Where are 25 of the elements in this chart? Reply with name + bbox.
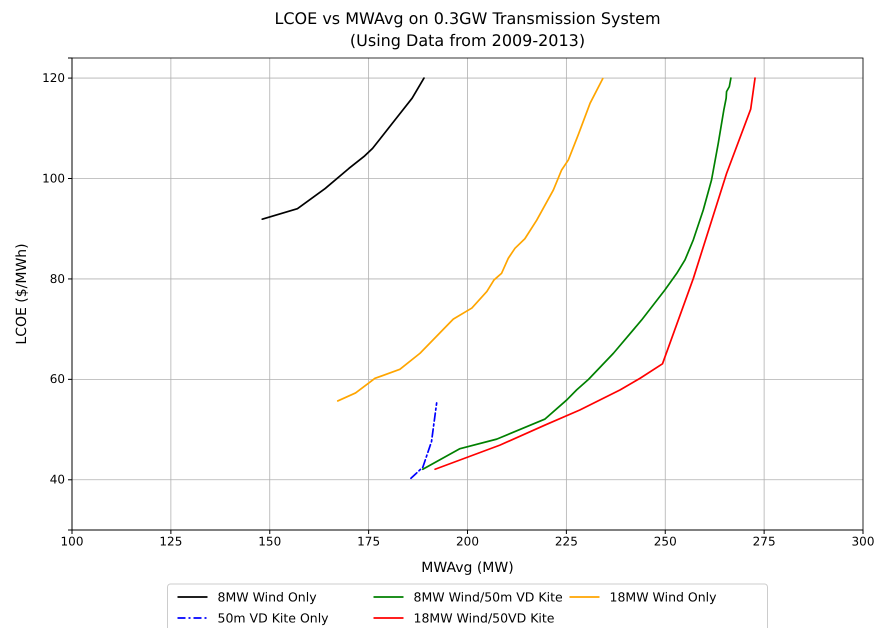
legend-label: 18MW Wind/50VD Kite (414, 610, 555, 626)
x-tick-label: 125 (159, 534, 182, 549)
x-tick-label: 225 (554, 534, 578, 549)
y-tick-label: 120 (42, 70, 65, 85)
legend-label: 8MW Wind/50m VD Kite (414, 590, 563, 604)
legend-label: 50m VD Kite Only (218, 610, 330, 626)
y-tick-label: 80 (50, 272, 65, 286)
line-series (410, 402, 438, 480)
x-tick-label: 150 (258, 534, 282, 549)
x-tick-label: 250 (654, 534, 677, 549)
x-axis-title: MWAvg (MW) (421, 560, 514, 576)
y-axis-title: LCOE ($/MWh) (14, 243, 30, 345)
x-tick-label: 300 (852, 534, 874, 549)
legend-label: 18MW Wind Only (610, 590, 718, 604)
x-tick-label: 275 (752, 534, 776, 549)
line-series (336, 78, 604, 402)
line-series (261, 77, 425, 220)
y-tick-label: 100 (42, 171, 65, 186)
x-tick-label: 175 (357, 534, 380, 549)
x-tick-label: 100 (60, 534, 84, 549)
x-tick-label: 200 (456, 534, 479, 549)
y-tick-label: 60 (50, 372, 65, 386)
legend-label: 8MW Wind Only (218, 590, 318, 604)
chart-title: LCOE vs MWAvg on 0.3GW Transmission System (Using Data from 2009-2013) (274, 9, 661, 50)
y-tick-label: 40 (50, 472, 65, 487)
